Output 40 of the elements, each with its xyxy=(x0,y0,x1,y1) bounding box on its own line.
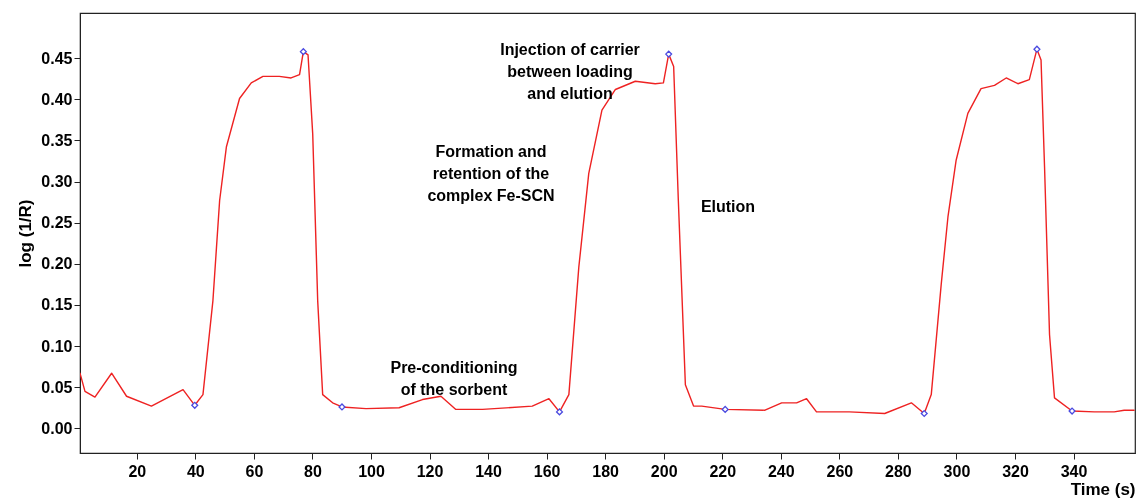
y-tick-label: 0.20 xyxy=(41,255,73,273)
x-tick-label: 40 xyxy=(186,462,205,480)
y-axis-title: log (1/R) xyxy=(16,199,36,268)
y-tick-label: 0.25 xyxy=(41,214,73,232)
x-tick-label: 120 xyxy=(416,462,444,480)
point xyxy=(920,409,928,418)
y-tick-label: 0.40 xyxy=(41,90,73,108)
annotation: Elution xyxy=(700,198,756,215)
annotation: Formation and retention of the complex Fe-SCN xyxy=(427,143,555,204)
y-tick-label: 0.15 xyxy=(41,296,73,314)
x-tick-label: 140 xyxy=(475,462,503,480)
x-tick-label: 320 xyxy=(1002,462,1029,480)
point xyxy=(555,408,564,416)
y-tick-label: 0.45 xyxy=(41,49,73,67)
y-tick-label: 0.30 xyxy=(41,173,73,191)
x-tick-label: 160 xyxy=(533,462,561,480)
x-tick-label: 20 xyxy=(128,462,147,480)
point xyxy=(191,401,199,409)
x-tick-label: 280 xyxy=(885,462,912,480)
annotation: Pre-conditioning of the sorbent xyxy=(390,359,518,398)
x-axis-title: Time (s) xyxy=(1070,479,1136,499)
x-tick-label: 100 xyxy=(358,462,385,480)
x-tick-label: 80 xyxy=(304,462,322,480)
y-tick-label: 0.05 xyxy=(41,378,73,396)
point xyxy=(721,405,729,413)
x-tick-label: 300 xyxy=(943,462,971,480)
x-tick-label: 260 xyxy=(826,462,854,480)
point xyxy=(665,50,673,58)
x-tick-label: 200 xyxy=(650,462,678,480)
x-tick-label: 340 xyxy=(1060,462,1088,480)
annotation: Injection of carrier between loading and elution xyxy=(500,41,640,102)
x-tick-label: 60 xyxy=(245,462,264,480)
y-tick-label: 0.10 xyxy=(41,337,73,355)
point xyxy=(1033,45,1041,53)
x-tick-label: 220 xyxy=(709,462,737,480)
y-tick-label: 0.35 xyxy=(41,131,73,149)
x-tick-label: 240 xyxy=(767,462,795,480)
x-tick-label: 180 xyxy=(592,462,620,480)
point xyxy=(299,48,307,56)
y-tick-label: 0.00 xyxy=(41,419,73,437)
